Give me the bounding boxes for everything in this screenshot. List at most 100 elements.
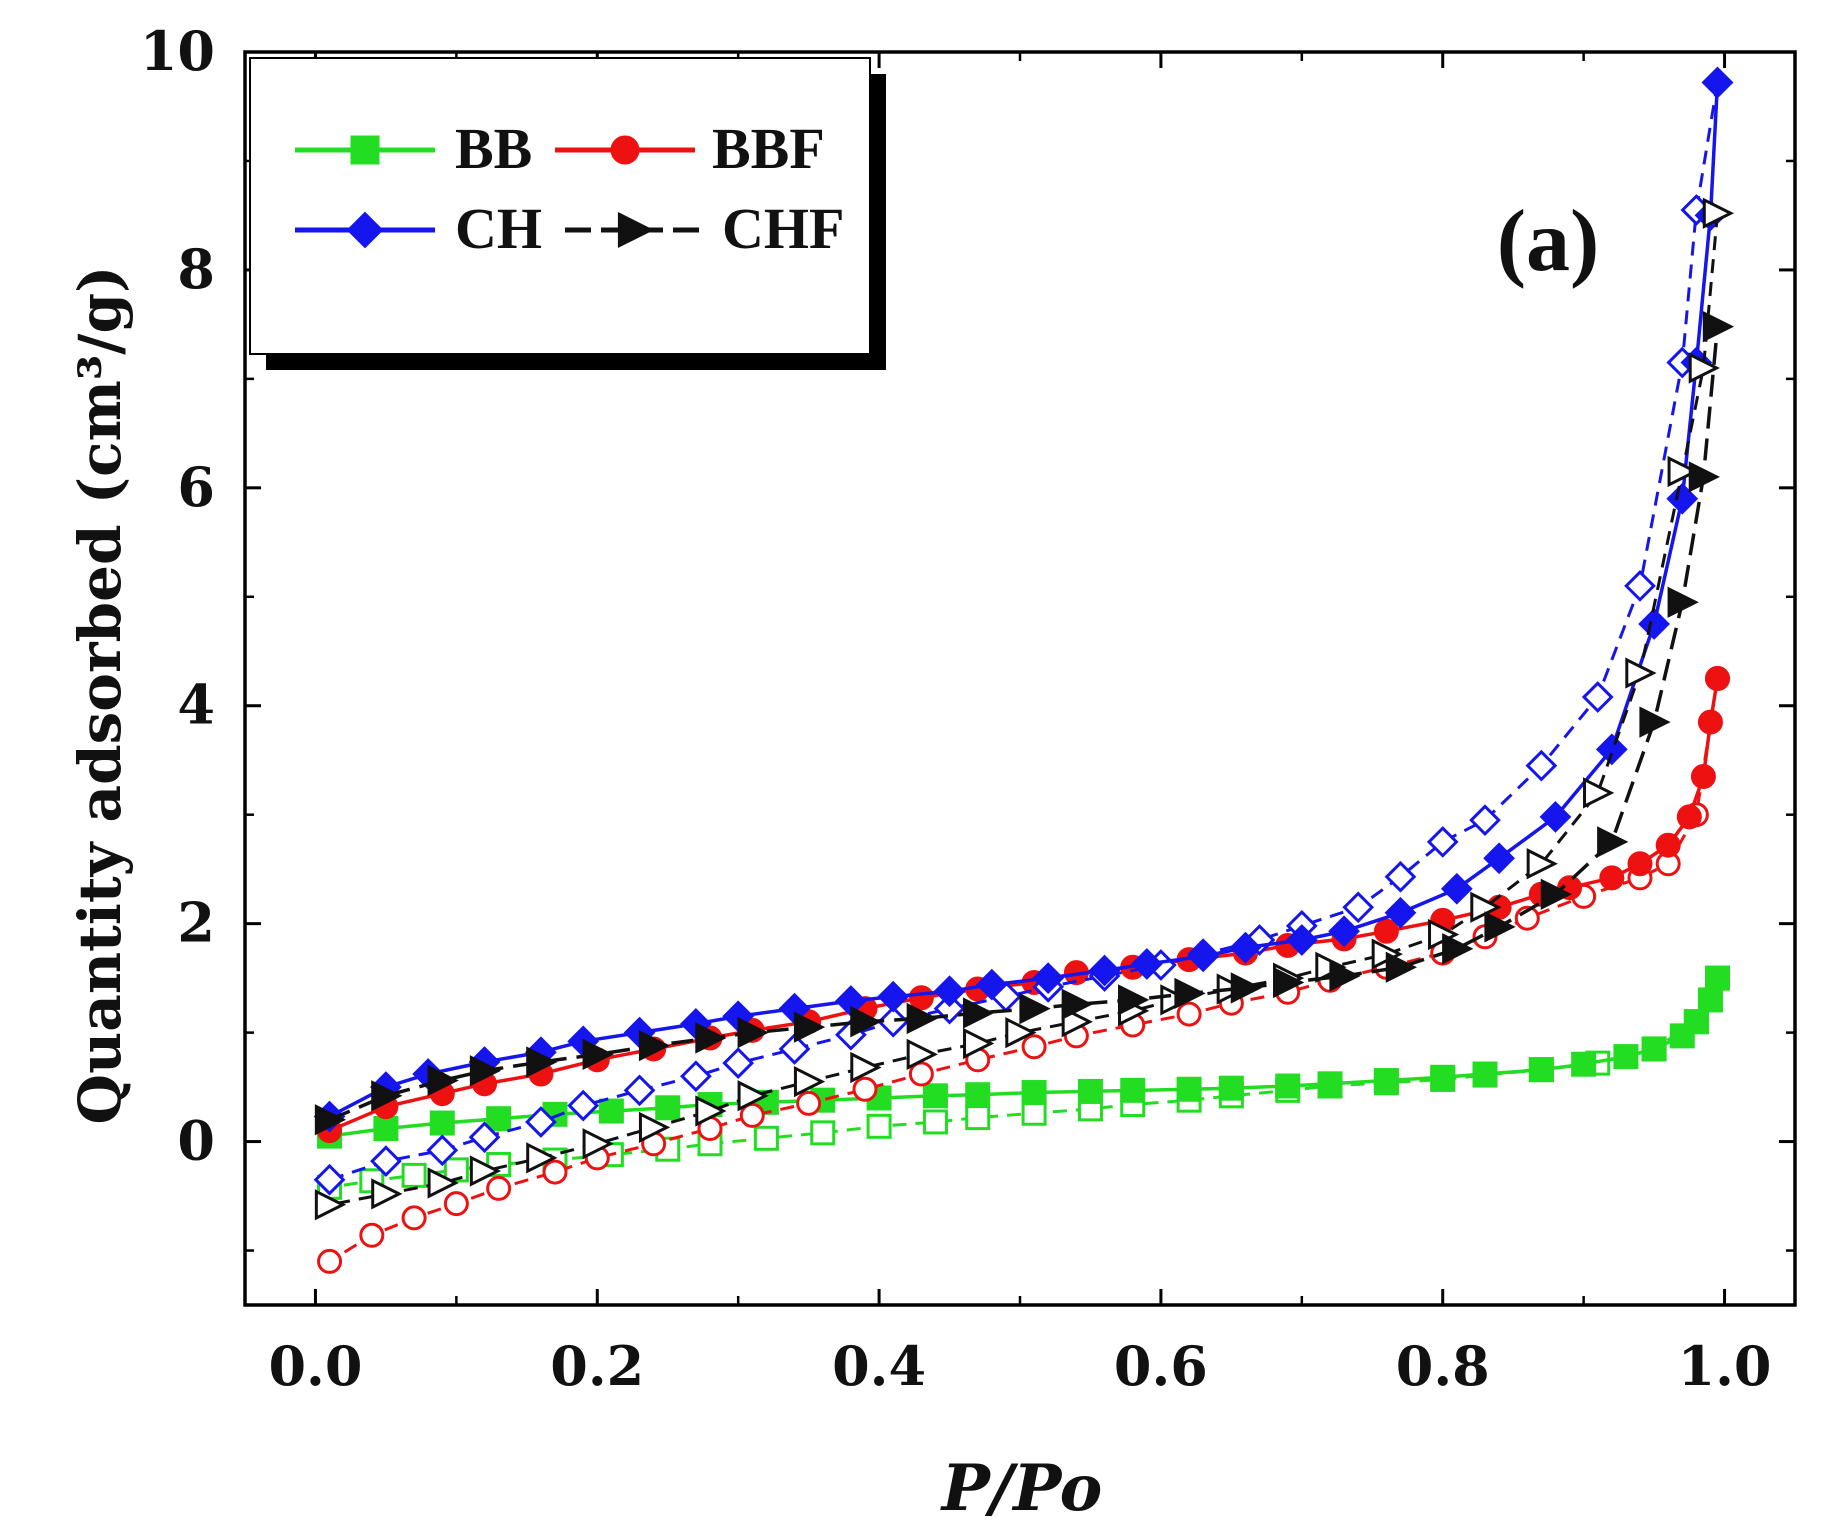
series-chf-adsorption-point (314, 1104, 347, 1136)
series-bbf-desorption-point (542, 1159, 568, 1185)
series-bbf-desorption-line (328, 678, 1719, 1263)
series-bbf-desorption-point (401, 1205, 427, 1231)
legend-label-chf: CHF (722, 196, 844, 261)
series-ch-desorption-point (623, 1074, 656, 1107)
legend-entry-ch: CH (295, 196, 542, 261)
series-ch-adsorption-point (1539, 801, 1572, 833)
y-axis-title: Quantity adsorbed (cm³/g) (66, 266, 134, 1125)
series-bb-adsorption-point (1571, 1051, 1597, 1077)
series-ch-adsorption-point (1130, 948, 1163, 980)
series-chf-adsorption-point (1118, 984, 1150, 1016)
series-bb-adsorption-point (1528, 1057, 1554, 1083)
legend-label-bbf: BBF (712, 116, 825, 181)
series-chf-adsorption-point (469, 1055, 502, 1087)
series-chf-adsorption-point (638, 1030, 671, 1062)
series-bb-adsorption-point (429, 1110, 455, 1136)
series-ch-desorption-point (426, 1134, 459, 1167)
series-chf-desorption-point (737, 1080, 769, 1112)
series-chf-adsorption-point (1273, 966, 1305, 999)
series-ch-adsorption-point (1328, 915, 1360, 948)
y-tick-label: 10 (140, 19, 215, 83)
x-tick-label: 0.0 (268, 1334, 362, 1398)
series-bbf-adsorption-point (1655, 832, 1681, 858)
series-chf-desorption-point (1526, 848, 1558, 880)
series-ch-desorption-point (1469, 804, 1501, 837)
series-ch-desorption-point (877, 1005, 910, 1038)
series-bb-adsorption-point (1077, 1078, 1103, 1104)
x-axis-title: P/Po (940, 1451, 1103, 1526)
y-tick-label: 2 (177, 891, 215, 955)
series-bb-adsorption-point (1275, 1073, 1301, 1099)
legend-marker-chf (617, 211, 654, 249)
series-chf-desorption-point (1005, 1016, 1037, 1049)
series-ch-adsorption-point (1483, 842, 1515, 875)
series-chf-desorption-point (582, 1128, 614, 1160)
series-ch-adsorption-point (1032, 962, 1065, 995)
series-bbf-desorption-point (796, 1090, 822, 1116)
series-bb-desorption-point (922, 1109, 948, 1135)
series-chf-adsorption-point (427, 1064, 459, 1097)
legend: BB BBF CH CHF (249, 57, 886, 370)
y-tick-label: 4 (177, 673, 215, 737)
legend-marker-bbf (610, 135, 640, 165)
series-chf-adsorption-point (1174, 977, 1206, 1010)
series-ch-adsorption-point (933, 975, 966, 1008)
series-bbf-adsorption-point (1599, 865, 1625, 891)
series-ch-adsorption-point (1285, 924, 1318, 956)
series-chf-adsorption-point (582, 1038, 614, 1071)
series-bb-desorption-point (810, 1120, 836, 1146)
series-ch-adsorption-point (1701, 66, 1734, 99)
series-ch-desorption-point (1581, 681, 1614, 713)
y-tick-label: 6 (177, 455, 215, 519)
y-tick-label: 0 (177, 1109, 215, 1173)
series-chf-adsorption-point (526, 1046, 558, 1078)
series-ch-adsorption-point (1088, 954, 1121, 987)
series-ch-desorption-point (525, 1106, 557, 1138)
series-bbf-desorption-point (852, 1076, 878, 1102)
series-chf-adsorption-point (963, 997, 995, 1029)
axes: 0.0 0.2 0.4 0.6 0.8 1.0 0 2 4 6 8 10 (140, 19, 1797, 1398)
series-chf-adsorption-point (695, 1022, 727, 1054)
x-tick-label: 0.2 (550, 1334, 644, 1398)
series-bb-adsorption-point (486, 1106, 512, 1132)
series-ch-desorption-point (313, 1163, 346, 1196)
series-chf-adsorption-point (1019, 993, 1051, 1025)
series-bbf-desorption-point (486, 1175, 512, 1201)
series-chf-desorption-point (638, 1111, 671, 1144)
series-chf-desorption-point (427, 1167, 459, 1199)
series-chf-desorption-point (371, 1178, 403, 1210)
series-chf-desorption-point (1702, 197, 1735, 229)
series-chf-desorption-point (526, 1142, 558, 1174)
legend-marker-bb (350, 135, 380, 165)
series-chf-desorption-point (695, 1095, 727, 1127)
series-chf-adsorption-point (1702, 310, 1735, 343)
series-chf-desorption-point (793, 1066, 826, 1098)
series-bb-adsorption-point (1641, 1036, 1667, 1062)
series-bbf-adsorption-point (1690, 764, 1716, 790)
series-bb-desorption-point (965, 1105, 991, 1131)
series-chf-adsorption-point (1061, 988, 1093, 1020)
series-bb-desorption-point (443, 1157, 469, 1183)
series-chf-adsorption-point (371, 1080, 403, 1112)
series-ch-adsorption-point (1638, 608, 1670, 640)
series-chf-adsorption-point (1329, 960, 1361, 992)
series-chf-desorption-point (469, 1155, 502, 1187)
series-bbf (317, 666, 1730, 1274)
series-bb-adsorption-point (1472, 1061, 1498, 1087)
series-ch-desorption-point (1342, 891, 1375, 924)
series-ch-desorption-point (567, 1089, 600, 1122)
series-bbf-desorption-point (1021, 1034, 1047, 1060)
series-chf-desorption-point (1667, 455, 1699, 488)
series-chf-adsorption-point (1667, 586, 1699, 618)
series-ch-desorption-point (1525, 749, 1558, 782)
series-bbf-desorption-point (739, 1102, 765, 1128)
x-tick-label: 0.8 (1396, 1334, 1490, 1398)
legend-entry-chf: CHF (565, 196, 844, 261)
series-bb-adsorption-point (922, 1083, 948, 1109)
series-chf-desorption-point (314, 1189, 347, 1221)
series-bb-adsorption-point (1021, 1080, 1047, 1106)
series-ch-desorption-point (680, 1060, 712, 1093)
series-ch-desorption-point (370, 1145, 402, 1178)
